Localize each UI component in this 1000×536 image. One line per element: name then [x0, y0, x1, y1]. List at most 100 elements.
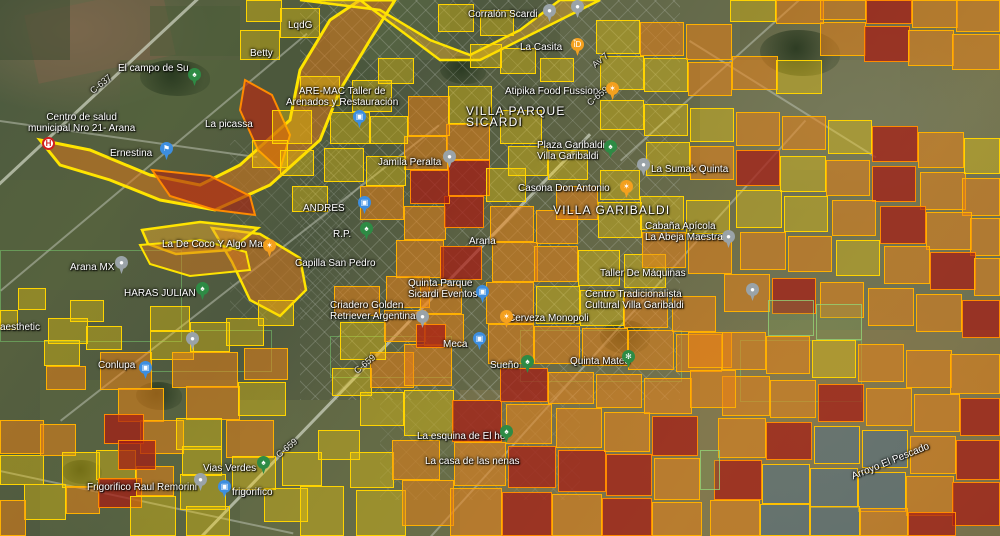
risk-cell[interactable] [280, 8, 320, 38]
risk-cell[interactable] [884, 246, 930, 284]
risk-cell[interactable] [722, 332, 766, 370]
risk-cell[interactable] [226, 318, 264, 346]
risk-cell[interactable] [962, 300, 1000, 338]
risk-cell[interactable] [450, 488, 502, 536]
risk-cell[interactable] [820, 0, 866, 20]
risk-cell[interactable] [686, 24, 732, 60]
risk-cell[interactable] [48, 318, 88, 344]
risk-cell[interactable] [912, 0, 958, 28]
risk-cell[interactable] [534, 246, 578, 282]
risk-cell[interactable] [812, 340, 856, 378]
marker-hospital-arana[interactable]: H [42, 137, 55, 150]
risk-cell[interactable] [820, 282, 864, 318]
marker-restaurant-la-de-coco[interactable]: ✶ [263, 239, 276, 258]
risk-cell[interactable] [782, 116, 826, 150]
risk-cell[interactable] [172, 352, 238, 388]
risk-cell[interactable] [858, 344, 904, 382]
risk-cell[interactable] [470, 44, 502, 68]
risk-cell[interactable] [772, 278, 816, 314]
risk-cell[interactable] [292, 186, 328, 212]
risk-cell[interactable] [352, 80, 392, 112]
risk-cell[interactable] [810, 468, 858, 508]
risk-cell[interactable] [686, 200, 730, 234]
marker-store-andres[interactable]: ▣ [358, 196, 371, 215]
risk-cell[interactable] [624, 292, 668, 328]
risk-cell[interactable] [0, 455, 44, 485]
risk-cell[interactable] [366, 156, 406, 186]
risk-cell[interactable] [646, 142, 690, 176]
risk-cell[interactable] [46, 366, 86, 390]
risk-cell[interactable] [862, 430, 908, 468]
risk-cell[interactable] [548, 150, 588, 180]
marker-restaurant-la-casita[interactable]: ἷD [571, 38, 584, 57]
risk-cell[interactable] [950, 354, 1000, 394]
marker-store-quinta-parque[interactable]: ▣ [476, 285, 489, 304]
risk-cell[interactable] [828, 120, 872, 154]
risk-cell[interactable] [654, 458, 700, 500]
marker-park-haras-julian[interactable]: ♠ [196, 282, 209, 301]
risk-cell[interactable] [600, 100, 644, 130]
marker-place-casona-ref[interactable]: ● [186, 332, 199, 351]
risk-cell[interactable] [818, 384, 864, 422]
risk-cell[interactable] [238, 382, 286, 416]
risk-cell[interactable] [548, 372, 594, 404]
risk-cell[interactable] [408, 96, 450, 136]
risk-cell[interactable] [272, 110, 312, 144]
risk-cell[interactable] [768, 300, 814, 336]
risk-cell[interactable] [334, 286, 380, 316]
risk-cell[interactable] [690, 370, 736, 408]
risk-cell[interactable] [910, 436, 956, 474]
marker-restaurant-atipika[interactable]: ✶ [606, 82, 619, 101]
risk-cell[interactable] [672, 296, 716, 332]
risk-cell[interactable] [0, 310, 18, 330]
risk-cell[interactable] [402, 480, 454, 526]
risk-cell[interactable] [452, 400, 502, 442]
risk-cell[interactable] [18, 288, 46, 310]
risk-cell[interactable] [718, 418, 766, 458]
risk-cell[interactable] [500, 48, 536, 74]
risk-cell[interactable] [604, 412, 650, 452]
risk-cell[interactable] [536, 286, 580, 324]
marker-place-la-sumak[interactable]: ● [637, 158, 650, 177]
risk-cell[interactable] [770, 380, 816, 418]
risk-cell[interactable] [866, 0, 912, 24]
risk-cell[interactable] [864, 26, 910, 62]
marker-store-conlupa[interactable]: ▣ [139, 361, 152, 380]
risk-cell[interactable] [340, 322, 386, 360]
risk-cell[interactable] [24, 484, 66, 520]
risk-cell[interactable] [952, 482, 1000, 526]
risk-cell[interactable] [448, 160, 490, 196]
risk-cell[interactable] [486, 168, 526, 202]
marker-park-rp[interactable]: ♠ [360, 222, 373, 241]
risk-cell[interactable] [814, 426, 860, 464]
risk-cell[interactable] [816, 304, 862, 340]
risk-cell[interactable] [454, 442, 506, 486]
risk-cell[interactable] [640, 196, 684, 230]
risk-cell[interactable] [872, 166, 916, 202]
risk-cell[interactable] [370, 116, 408, 144]
risk-cell[interactable] [908, 512, 956, 536]
marker-place-frigorifico-remorini[interactable]: ● [194, 473, 207, 492]
risk-cell[interactable] [736, 112, 780, 146]
risk-cell[interactable] [628, 330, 674, 370]
risk-cell[interactable] [766, 422, 812, 460]
risk-cell[interactable] [644, 104, 688, 136]
marker-store-are-mac[interactable]: ▣ [353, 110, 366, 129]
risk-cell[interactable] [490, 206, 534, 242]
risk-cell[interactable] [404, 136, 448, 170]
risk-cell[interactable] [836, 240, 880, 276]
risk-cell[interactable] [500, 110, 542, 144]
risk-cell[interactable] [500, 368, 548, 402]
risk-cell[interactable] [956, 0, 1000, 32]
risk-cell[interactable] [258, 300, 294, 326]
risk-cell[interactable] [246, 0, 282, 22]
marker-store-frigorifico[interactable]: ▣ [218, 480, 231, 499]
risk-cell[interactable] [176, 418, 222, 450]
risk-cell[interactable] [534, 326, 580, 364]
risk-cell[interactable] [762, 464, 810, 504]
marker-place-arana-mx[interactable]: ● [115, 256, 128, 275]
risk-cell[interactable] [688, 238, 732, 274]
risk-cell[interactable] [970, 218, 1000, 256]
risk-cell[interactable] [930, 252, 976, 290]
risk-cell[interactable] [404, 390, 454, 436]
